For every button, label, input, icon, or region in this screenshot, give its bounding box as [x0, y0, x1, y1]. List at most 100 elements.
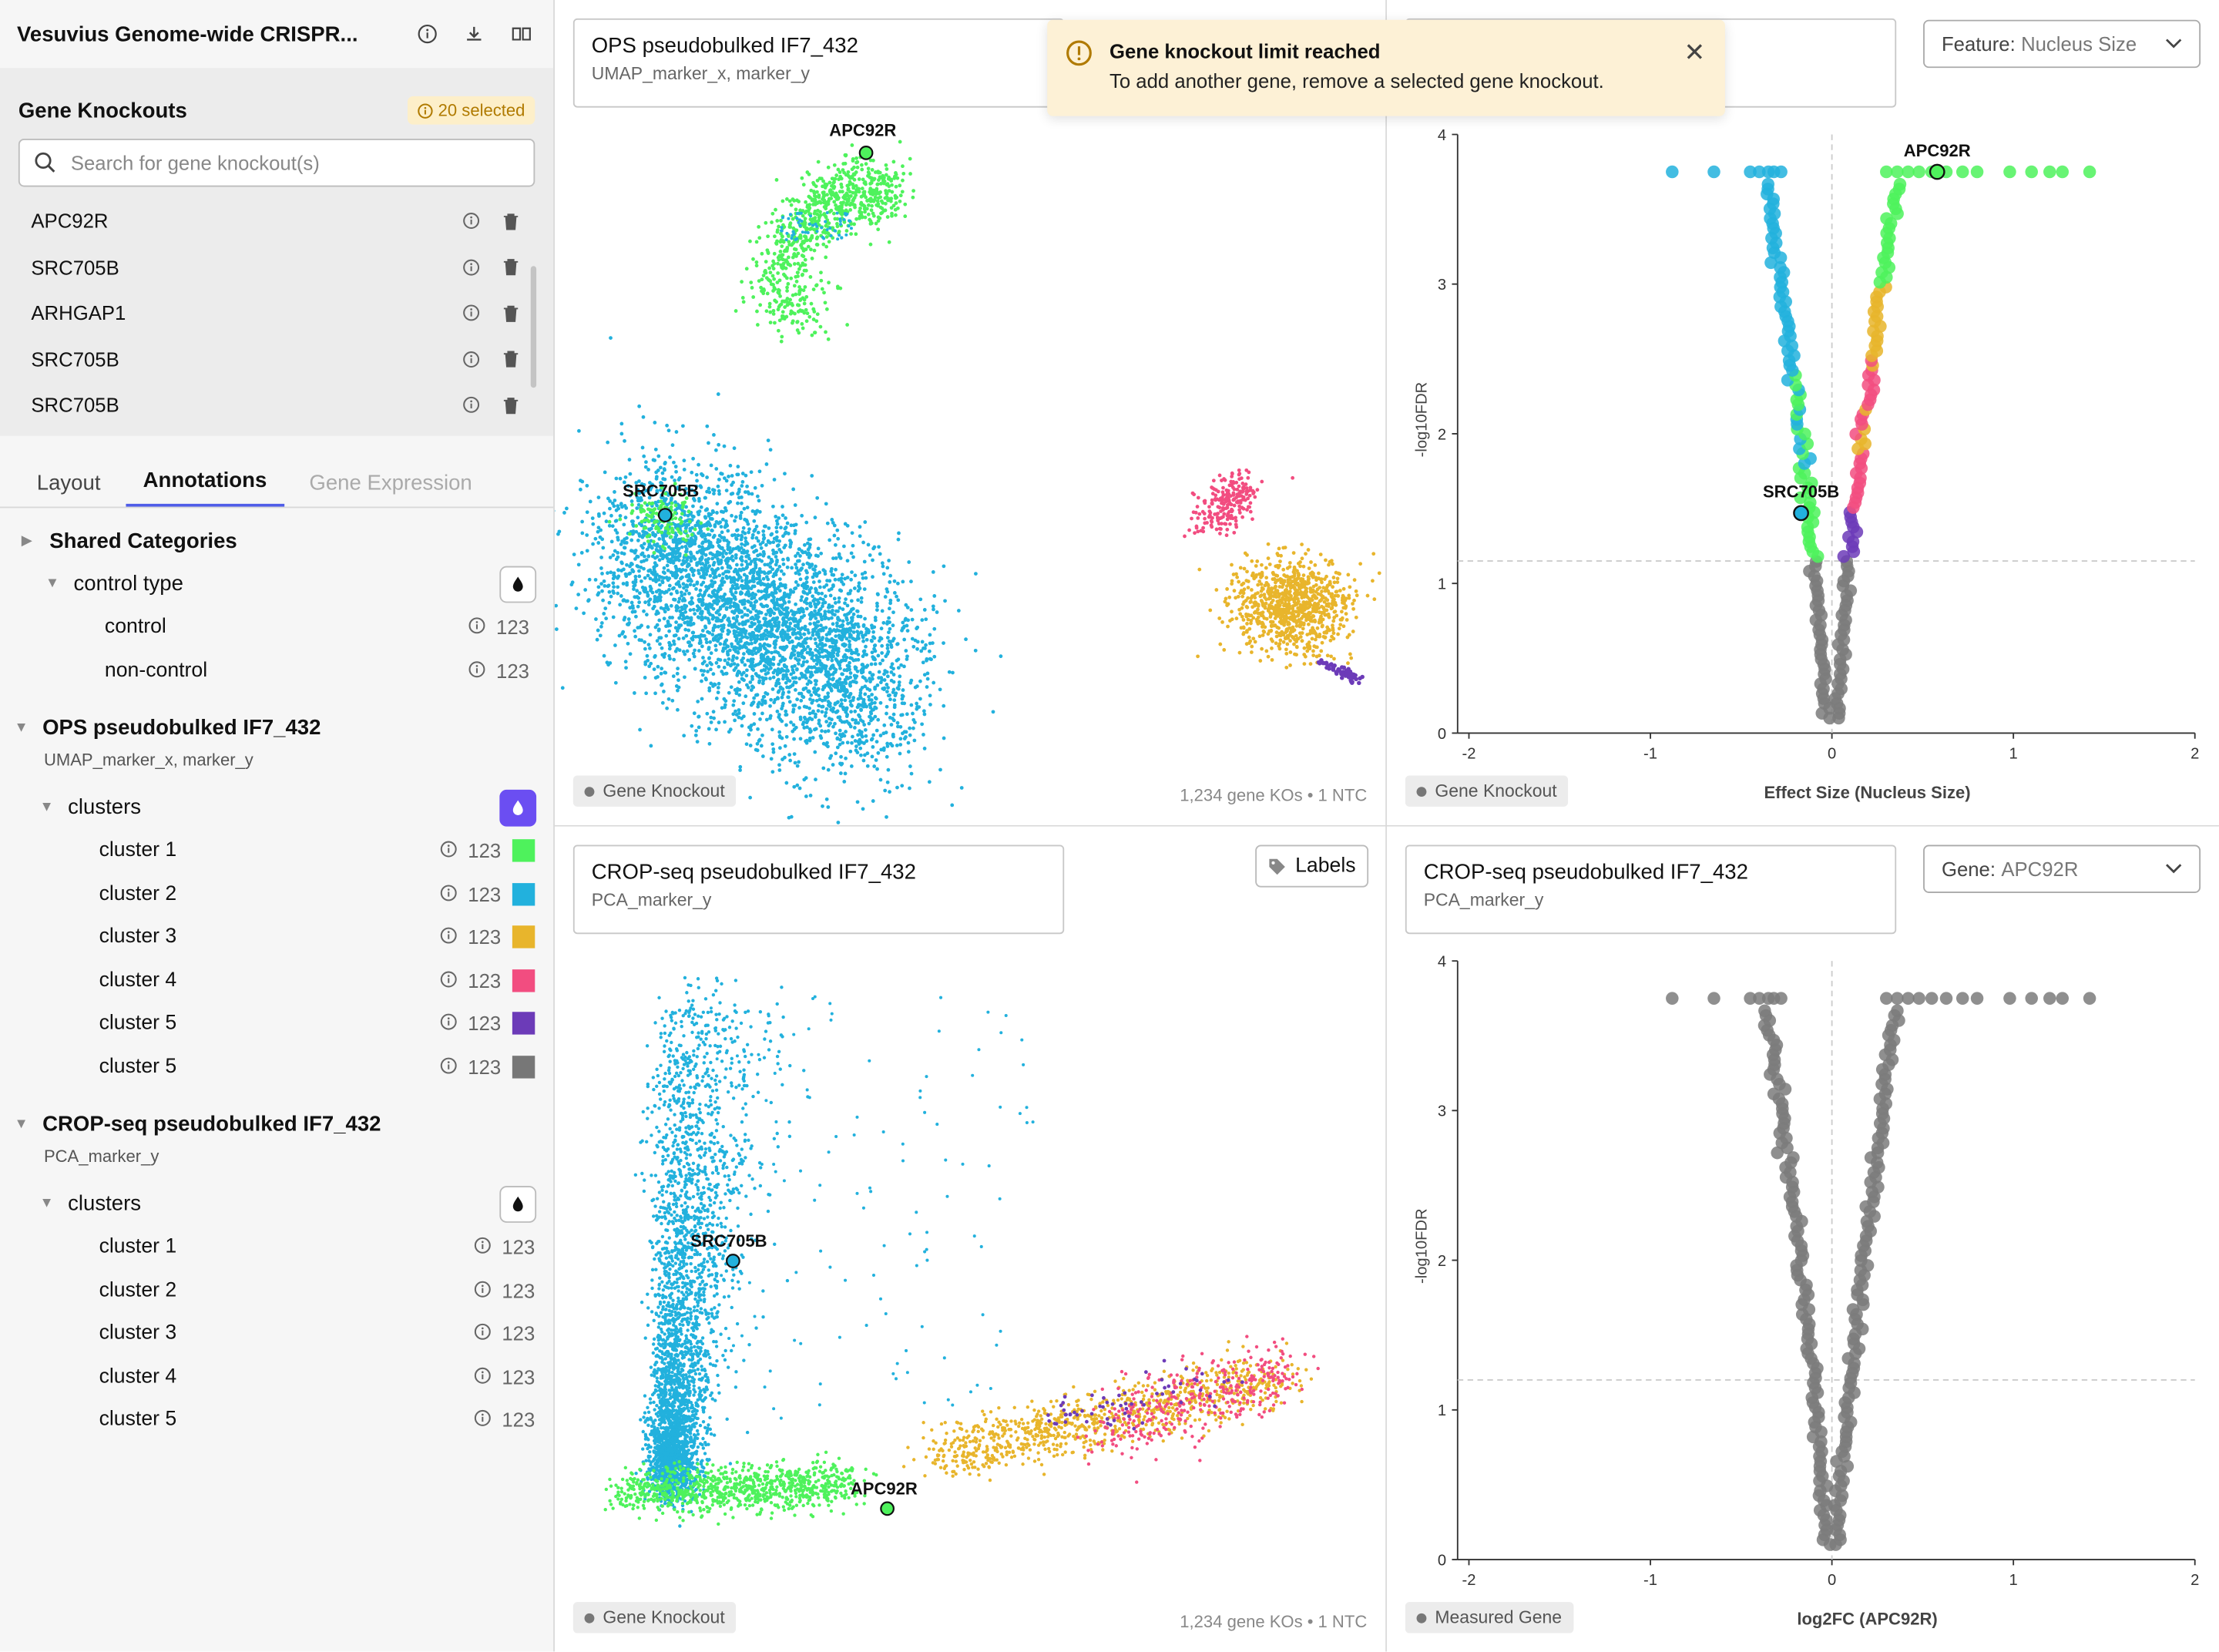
- tree-ops-clusters[interactable]: ▼ clusters: [0, 786, 553, 829]
- info-icon[interactable]: [411, 18, 442, 49]
- data-point: [830, 638, 834, 643]
- data-point: [754, 609, 758, 613]
- info-icon[interactable]: [440, 1056, 457, 1078]
- category-item[interactable]: control 123: [0, 606, 553, 649]
- data-point: [938, 687, 942, 692]
- category-item[interactable]: cluster 4 123: [0, 1355, 553, 1398]
- data-point: [848, 632, 852, 636]
- data-point: [603, 584, 607, 588]
- category-item[interactable]: cluster 5 123: [0, 1398, 553, 1442]
- color-swatch[interactable]: [512, 969, 535, 992]
- trash-icon[interactable]: [499, 256, 522, 278]
- data-point: [798, 298, 803, 302]
- color-swatch[interactable]: [512, 1055, 535, 1079]
- category-item[interactable]: cluster 5 123: [0, 1002, 553, 1045]
- data-point: [751, 295, 756, 299]
- book-icon[interactable]: [505, 18, 536, 49]
- tree-crop-clusters[interactable]: ▼ clusters: [0, 1183, 553, 1226]
- category-item[interactable]: cluster 4 123: [0, 959, 553, 1002]
- info-icon[interactable]: [468, 659, 485, 681]
- data-point: [897, 680, 901, 684]
- category-item[interactable]: cluster 2 123: [0, 872, 553, 915]
- category-item[interactable]: cluster 2 123: [0, 1269, 553, 1312]
- data-point: [746, 589, 750, 594]
- color-by-button[interactable]: [499, 566, 537, 603]
- tab-annotations[interactable]: Annotations: [126, 468, 284, 507]
- info-icon[interactable]: [440, 883, 457, 905]
- info-icon[interactable]: [440, 1012, 457, 1035]
- data-point: [711, 606, 716, 611]
- tree-crop[interactable]: ▼ CROP-seq pseudobulked IF7_432: [0, 1103, 553, 1146]
- knockout-item[interactable]: APC92R: [0, 198, 553, 244]
- category-item[interactable]: cluster 5 123: [0, 1045, 553, 1088]
- data-point: [838, 211, 843, 215]
- data-point: [783, 744, 787, 748]
- info-icon[interactable]: [440, 969, 457, 992]
- info-icon[interactable]: [474, 1365, 491, 1388]
- trash-icon[interactable]: [499, 348, 522, 370]
- tree-shared[interactable]: ▶ Shared Categories: [0, 519, 553, 562]
- data-point: [758, 542, 763, 546]
- data-point: [828, 667, 832, 671]
- info-icon[interactable]: [474, 1236, 491, 1258]
- info-icon[interactable]: [474, 1322, 491, 1345]
- data-point: [672, 657, 676, 662]
- data-point: [747, 599, 751, 604]
- data-point: [871, 158, 875, 163]
- data-point: [703, 515, 707, 519]
- data-point: [845, 202, 849, 206]
- data-point: [821, 604, 824, 609]
- tab-layout[interactable]: Layout: [36, 471, 101, 495]
- color-swatch[interactable]: [512, 882, 535, 906]
- data-point: [684, 523, 689, 527]
- download-icon[interactable]: [458, 18, 489, 49]
- data-point: [670, 501, 674, 505]
- data-point: [826, 691, 831, 696]
- category-item[interactable]: non-control 123: [0, 649, 553, 692]
- tree-ops[interactable]: ▼ OPS pseudobulked IF7_432: [0, 707, 553, 750]
- info-icon[interactable]: [474, 1409, 491, 1431]
- knockout-item[interactable]: ARHGAP1: [0, 290, 553, 337]
- data-point: [815, 243, 820, 247]
- info-icon[interactable]: [440, 840, 457, 862]
- data-point: [752, 712, 757, 716]
- color-swatch[interactable]: [512, 839, 535, 863]
- category-item[interactable]: cluster 3 123: [0, 1312, 553, 1355]
- trash-icon[interactable]: [499, 394, 522, 416]
- info-icon[interactable]: [460, 302, 482, 324]
- data-point: [717, 573, 722, 578]
- info-icon[interactable]: [474, 1279, 491, 1301]
- data-point: [873, 662, 878, 667]
- knockout-item[interactable]: SRC705B: [0, 336, 553, 382]
- data-point: [735, 583, 739, 587]
- data-point: [749, 657, 754, 662]
- color-by-button[interactable]: [499, 1185, 537, 1223]
- data-point: [670, 443, 675, 448]
- category-item[interactable]: cluster 1 123: [0, 1226, 553, 1269]
- data-point: [858, 209, 861, 213]
- info-icon[interactable]: [468, 616, 485, 638]
- data-point: [859, 596, 864, 600]
- info-icon[interactable]: [460, 256, 482, 278]
- search-box: [18, 138, 535, 187]
- color-by-button-active[interactable]: [499, 789, 537, 827]
- trash-icon[interactable]: [499, 302, 522, 324]
- data-point: [915, 646, 919, 651]
- info-icon[interactable]: [440, 926, 457, 949]
- info-icon[interactable]: [460, 348, 482, 370]
- category-item[interactable]: cluster 3 123: [0, 915, 553, 959]
- search-input[interactable]: [68, 149, 520, 176]
- knockout-item[interactable]: SRC705B: [0, 382, 553, 428]
- data-point: [724, 489, 729, 492]
- color-swatch[interactable]: [512, 1012, 535, 1036]
- knockout-item[interactable]: SRC705B: [0, 244, 553, 290]
- info-icon[interactable]: [460, 210, 482, 232]
- tree-control-type[interactable]: ▼ control type: [0, 562, 553, 606]
- trash-icon[interactable]: [499, 210, 522, 232]
- scrollbar[interactable]: [530, 266, 537, 388]
- data-point: [817, 579, 821, 583]
- info-icon[interactable]: [460, 394, 482, 416]
- color-swatch[interactable]: [512, 925, 535, 949]
- category-item[interactable]: cluster 1 123: [0, 829, 553, 872]
